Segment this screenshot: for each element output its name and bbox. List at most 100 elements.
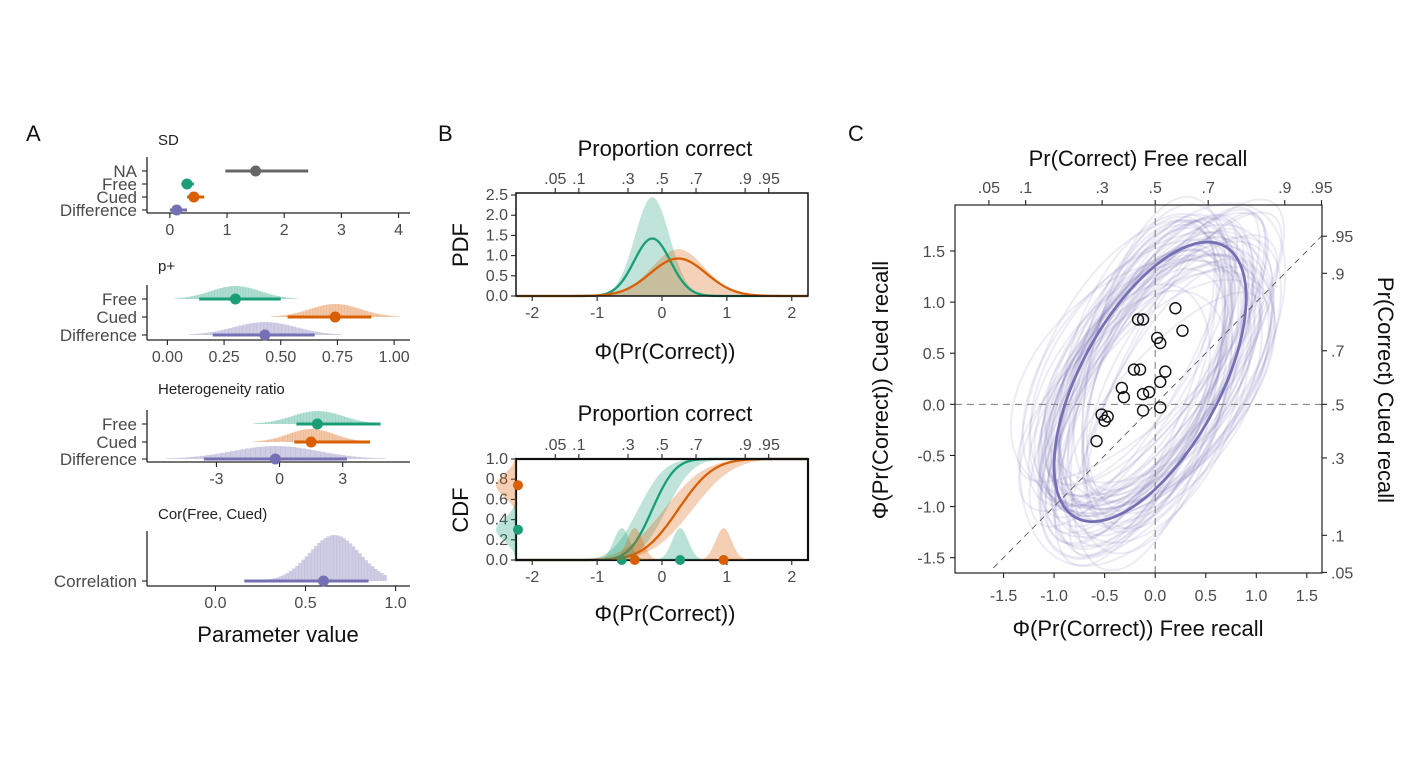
right-tick-label: .1	[1331, 528, 1344, 545]
posterior-histogram-bar	[280, 446, 286, 459]
posterior-histogram-bar	[279, 296, 283, 299]
posterior-histogram-bar	[234, 286, 238, 299]
y-tick-label: 2.5	[486, 187, 508, 204]
posterior-ellipse	[1067, 215, 1234, 555]
correlation-histogram-bar	[310, 549, 315, 581]
correlation-histogram-bar	[345, 540, 350, 581]
posterior-ellipse	[1053, 231, 1237, 567]
posterior-histogram-bar	[370, 312, 374, 317]
correlation-histogram-bar	[336, 535, 340, 581]
posterior-histogram-bar	[276, 315, 281, 317]
panel-c-scatter: Pr(Correct) Free recall Φ(Pr(Correct)) F…	[868, 146, 1398, 641]
panel-c-right-axis-title: Pr(Correct) Cued recall	[1373, 277, 1398, 503]
posterior-histogram-bar	[265, 422, 269, 424]
top-tick-label: .95	[758, 171, 780, 188]
top-tick-label: .05	[544, 171, 566, 188]
x-tick-label: 0	[165, 222, 174, 239]
posterior-ellipse	[1028, 214, 1239, 528]
posterior-ellipse	[1038, 258, 1250, 503]
posterior-ellipse	[1033, 241, 1262, 509]
posterior-histogram-bar	[334, 334, 339, 335]
y-tick-label: -1.0	[917, 500, 945, 517]
panel-a-het-title: Heterogeneity ratio	[158, 381, 285, 398]
bottom-distribution	[650, 528, 711, 560]
posterior-histogram-bar	[332, 304, 336, 317]
posterior-histogram-bar	[300, 448, 306, 459]
posterior-histogram-bar	[256, 423, 260, 424]
participant-point	[1098, 414, 1111, 427]
x-tick-label: 1	[223, 222, 232, 239]
plot-frame	[954, 204, 1323, 574]
posterior-histogram-bar	[279, 419, 284, 424]
posterior-histogram-bar	[271, 438, 275, 442]
posterior-histogram-bar	[297, 312, 301, 317]
posterior-histogram-bar	[279, 436, 283, 442]
posterior-ellipse	[1047, 219, 1218, 535]
posterior-histogram-bar	[213, 331, 218, 335]
posterior-histogram-bar	[268, 439, 272, 442]
uncertainty-band	[516, 459, 808, 560]
posterior-histogram-bar	[376, 313, 380, 317]
posterior-histogram-bar	[274, 295, 278, 299]
correlation-histogram-bar	[323, 537, 327, 581]
posterior-histogram-bar	[288, 416, 292, 424]
posterior-histogram-bar	[332, 413, 336, 424]
panel-b-cdf-x-axis-title: Φ(Pr(Correct))	[595, 601, 736, 626]
correlation-histogram-bar	[304, 556, 309, 581]
posterior-ellipse	[1040, 253, 1257, 538]
x-tick-label: -0.5	[1091, 588, 1119, 605]
median-point	[259, 329, 271, 341]
posterior-histogram-bar	[313, 331, 318, 335]
row-label: Difference	[60, 450, 137, 469]
posterior-ellipse	[1069, 220, 1224, 572]
posterior-histogram-bar	[326, 304, 330, 317]
panel-letter-a: A	[26, 121, 41, 146]
posterior-histogram-bar	[364, 310, 368, 317]
posterior-histogram-bar	[282, 297, 286, 299]
posterior-histogram-bar	[268, 421, 272, 424]
posterior-histogram-bar	[185, 457, 191, 459]
posterior-histogram-bar	[249, 323, 254, 335]
posterior-histogram-bar	[170, 458, 176, 459]
edge-distribution	[496, 495, 516, 564]
posterior-histogram-bar	[282, 418, 286, 424]
posterior-histogram-bar	[271, 421, 275, 424]
posterior-histogram-bar	[245, 323, 250, 335]
x-tick-label: 0	[658, 569, 667, 586]
posterior-histogram-bar	[331, 333, 336, 335]
posterior-histogram-bar	[206, 332, 211, 335]
median-point	[311, 418, 323, 430]
correlation-histogram-bar	[364, 560, 368, 581]
participant-point	[1090, 434, 1103, 448]
x-tick-label: -1.0	[1040, 588, 1068, 605]
posterior-histogram-bar	[313, 429, 317, 442]
correlation-histogram-bar	[339, 536, 343, 581]
x-tick-label: 1.0	[1245, 588, 1267, 605]
posterior-histogram-bar	[341, 416, 345, 424]
posterior-histogram-bar	[251, 288, 255, 299]
participant-point	[1115, 381, 1129, 395]
posterior-histogram-bar	[373, 313, 377, 317]
correlation-histogram-bar	[348, 543, 353, 581]
correlation-histogram-bar	[285, 572, 290, 581]
posterior-histogram-bar	[326, 432, 330, 442]
posterior-histogram-bar	[293, 298, 298, 299]
posterior-histogram-bar	[235, 450, 241, 459]
posterior-histogram-bar	[257, 290, 261, 299]
row-label: Free	[102, 175, 137, 194]
panel-b-cdf: Proportion correct CDF Φ(Pr(Correct)) -2…	[448, 401, 810, 626]
correlation-histogram-bar	[351, 546, 356, 581]
posterior-ellipse	[1085, 260, 1245, 503]
posterior-histogram-bar	[189, 334, 193, 335]
y-tick-label: 0.5	[923, 346, 945, 363]
posterior-ellipse	[1039, 236, 1283, 560]
posterior-histogram-bar	[174, 298, 178, 299]
x-tick-label: -1	[590, 569, 604, 586]
posterior-histogram-bar	[290, 447, 296, 459]
right-tick-label: .3	[1331, 451, 1344, 468]
posterior-ellipse	[1017, 211, 1270, 513]
posterior-histogram-bar	[309, 330, 314, 335]
posterior-histogram-bar	[228, 328, 233, 335]
posterior-histogram-bar	[323, 304, 327, 317]
correlation-histogram-bar	[279, 576, 283, 581]
